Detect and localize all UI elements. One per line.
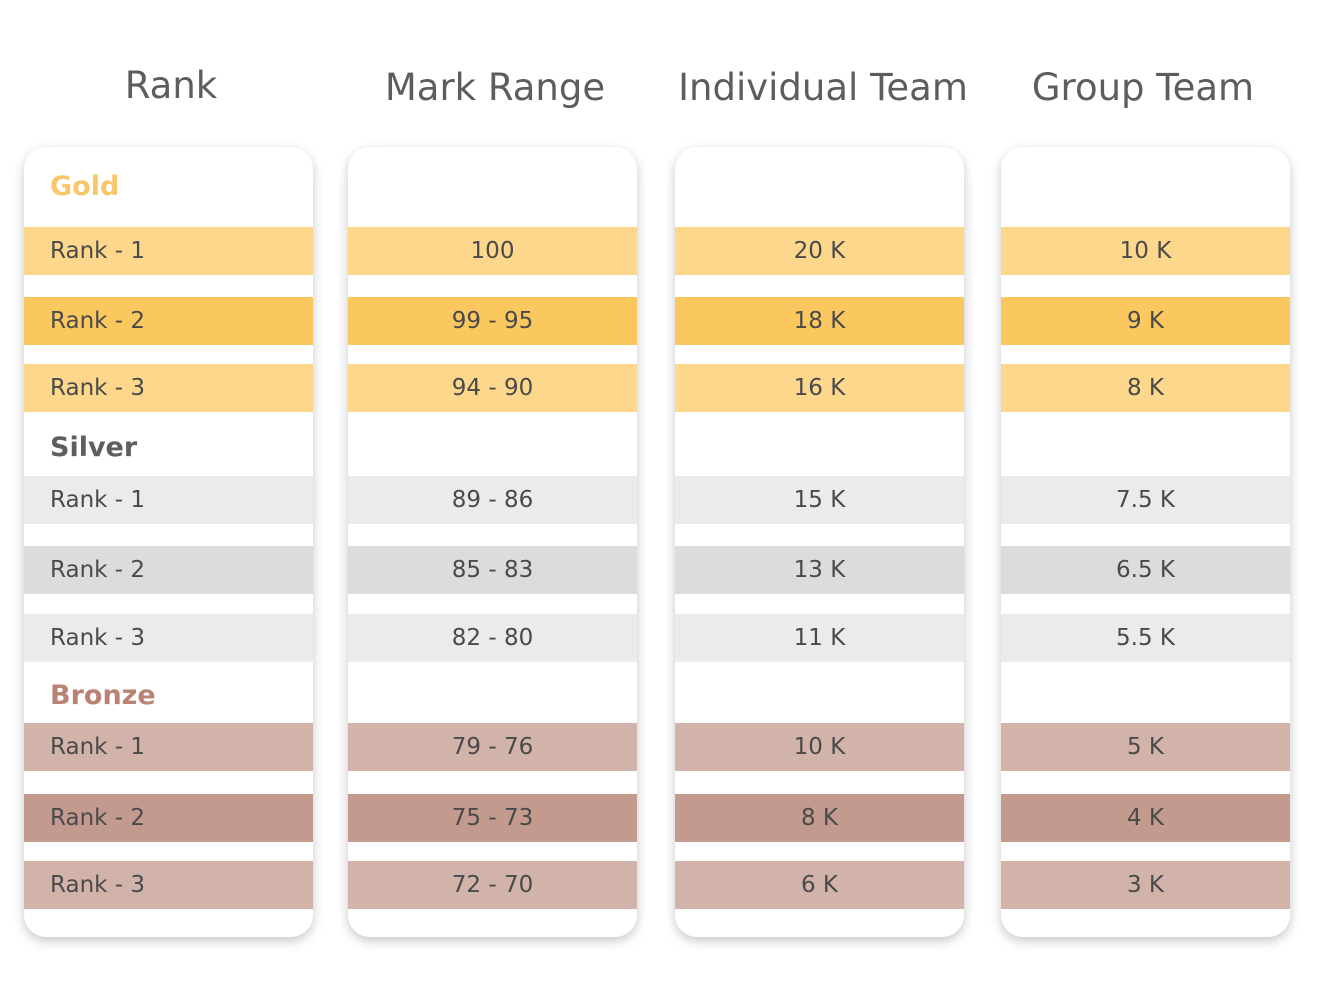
bronze-individual-team-cell-1: 10 K <box>675 723 964 771</box>
header-rank: Rank <box>124 64 218 107</box>
cell-text: 8 K <box>800 805 839 831</box>
cell-text: 5 K <box>1126 734 1165 760</box>
bronze-mark-range-cell-1: 79 - 76 <box>348 723 637 771</box>
cell-text: 10 K <box>793 734 846 760</box>
gold-group-title: Gold <box>50 171 120 202</box>
gold-rank-cell-1: Rank - 1 <box>24 227 313 275</box>
cell-text: 6 K <box>800 872 839 898</box>
cell-text: 79 - 76 <box>451 734 534 760</box>
cell-text: Rank - 1 <box>50 238 146 264</box>
cell-text: 99 - 95 <box>451 308 534 334</box>
header-group-team: Group Team <box>1031 66 1255 109</box>
cell-text: Rank - 3 <box>50 625 146 651</box>
header-individual-team: Individual Team <box>678 66 968 109</box>
cell-text: Rank - 1 <box>50 487 146 513</box>
cell-text: 9 K <box>1126 308 1165 334</box>
cell-text: Rank - 1 <box>50 734 146 760</box>
cell-text: Rank - 2 <box>50 805 146 831</box>
gold-individual-team-cell-1: 20 K <box>675 227 964 275</box>
bronze-mark-range-cell-2: 75 - 73 <box>348 794 637 842</box>
header-mark-range: Mark Range <box>384 66 606 109</box>
mark-range-column-card: 100 99 - 95 94 - 90 89 - 86 85 - 83 82 - 80 79… <box>348 147 637 937</box>
silver-rank-cell-1: Rank - 1 <box>24 476 313 524</box>
cell-text: 89 - 86 <box>451 487 534 513</box>
cell-text: 16 K <box>793 375 846 401</box>
silver-group-team-cell-3: 5.5 K <box>1001 614 1290 662</box>
cell-text: 11 K <box>793 625 846 651</box>
silver-group-team-cell-2: 6.5 K <box>1001 546 1290 594</box>
gold-rank-cell-2: Rank - 2 <box>24 297 313 345</box>
cell-text: 75 - 73 <box>451 805 534 831</box>
bronze-rank-cell-2: Rank - 2 <box>24 794 313 842</box>
gold-group-team-cell-1: 10 K <box>1001 227 1290 275</box>
cell-text: 20 K <box>793 238 846 264</box>
gold-rank-cell-3: Rank - 3 <box>24 364 313 412</box>
gold-mark-range-cell-3: 94 - 90 <box>348 364 637 412</box>
silver-group-title: Silver <box>50 432 138 463</box>
cell-text: 8 K <box>1126 375 1165 401</box>
bronze-group-team-cell-2: 4 K <box>1001 794 1290 842</box>
cell-text: 72 - 70 <box>451 872 534 898</box>
bronze-mark-range-cell-3: 72 - 70 <box>348 861 637 909</box>
cell-text: 3 K <box>1126 872 1165 898</box>
silver-individual-team-cell-1: 15 K <box>675 476 964 524</box>
gold-group-team-cell-2: 9 K <box>1001 297 1290 345</box>
bronze-individual-team-cell-2: 8 K <box>675 794 964 842</box>
cell-text: 100 <box>470 238 515 264</box>
silver-mark-range-cell-1: 89 - 86 <box>348 476 637 524</box>
cell-text: 15 K <box>793 487 846 513</box>
gold-individual-team-cell-2: 18 K <box>675 297 964 345</box>
cell-text: 7.5 K <box>1116 487 1175 513</box>
cell-text: 94 - 90 <box>451 375 534 401</box>
gold-mark-range-cell-2: 99 - 95 <box>348 297 637 345</box>
bronze-group-team-cell-1: 5 K <box>1001 723 1290 771</box>
cell-text: Rank - 3 <box>50 872 146 898</box>
cell-text: 85 - 83 <box>451 557 534 583</box>
silver-mark-range-cell-2: 85 - 83 <box>348 546 637 594</box>
cell-text: Rank - 2 <box>50 308 146 334</box>
bronze-individual-team-cell-3: 6 K <box>675 861 964 909</box>
silver-rank-cell-2: Rank - 2 <box>24 546 313 594</box>
bronze-rank-cell-3: Rank - 3 <box>24 861 313 909</box>
cell-text: 13 K <box>793 557 846 583</box>
cell-text: 6.5 K <box>1116 557 1175 583</box>
cell-text: 10 K <box>1119 238 1172 264</box>
gold-group-team-cell-3: 8 K <box>1001 364 1290 412</box>
gold-mark-range-cell-1: 100 <box>348 227 637 275</box>
group-team-column-card: 10 K 9 K 8 K 7.5 K 6.5 K 5.5 K 5 K 4 K 3 K <box>1001 147 1290 937</box>
gold-individual-team-cell-3: 16 K <box>675 364 964 412</box>
individual-team-column-card: 20 K 18 K 16 K 15 K 13 K 11 K 10 K 8 K 6 K <box>675 147 964 937</box>
cell-text: 18 K <box>793 308 846 334</box>
silver-rank-cell-3: Rank - 3 <box>24 614 313 662</box>
rank-column-card: Gold Rank - 1 Rank - 2 Rank - 3 Silver Rank -… <box>24 147 313 937</box>
cell-text: 82 - 80 <box>451 625 534 651</box>
bronze-rank-cell-1: Rank - 1 <box>24 723 313 771</box>
cell-text: 4 K <box>1126 805 1165 831</box>
silver-individual-team-cell-2: 13 K <box>675 546 964 594</box>
silver-individual-team-cell-3: 11 K <box>675 614 964 662</box>
cell-text: 5.5 K <box>1116 625 1175 651</box>
silver-mark-range-cell-3: 82 - 80 <box>348 614 637 662</box>
cell-text: Rank - 3 <box>50 375 146 401</box>
bronze-group-team-cell-3: 3 K <box>1001 861 1290 909</box>
silver-group-team-cell-1: 7.5 K <box>1001 476 1290 524</box>
bronze-group-title: Bronze <box>50 680 156 711</box>
cell-text: Rank - 2 <box>50 557 146 583</box>
